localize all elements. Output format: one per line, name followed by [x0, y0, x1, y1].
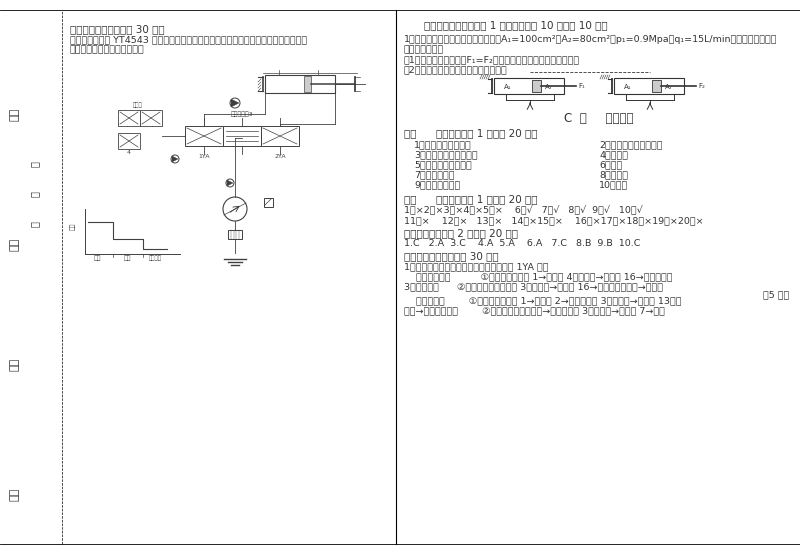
Text: 姓名: 姓名 [10, 107, 20, 121]
Text: A₁: A₁ [624, 84, 632, 90]
Bar [261, 126, 299, 146]
Text: 学号: 学号 [10, 237, 20, 250]
Text: 4: 4 [127, 150, 131, 155]
Text: 订: 订 [30, 191, 40, 197]
Text: 1．快速进给时，先按下启动按钮，电磁铁 1YA 通电: 1．快速进给时，先按下启动按钮，电磁铁 1YA 通电 [404, 262, 549, 271]
Text: 五、计算题（本大题共 1 小题，每小题 10 分，共 10 分）: 五、计算题（本大题共 1 小题，每小题 10 分，共 10 分） [424, 20, 608, 30]
Bar [223, 126, 261, 146]
Bar [303, 76, 310, 92]
Text: 8．定、变: 8．定、变 [599, 170, 628, 179]
Bar [265, 75, 335, 93]
Text: 3（左端）；      ②回油路：液控换向阀 3（右端）→节流阀 16→先导阀（左位）→油箱。: 3（左端）； ②回油路：液控换向阀 3（右端）→节流阀 16→先导阀（左位）→油… [404, 282, 663, 291]
Text: 6．差动: 6．差动 [599, 160, 622, 169]
Text: 1YA: 1YA [198, 154, 210, 159]
Text: 2．相对压力，绝对压力: 2．相对压力，绝对压力 [599, 140, 662, 149]
Text: A₂: A₂ [545, 84, 553, 90]
Text: 二、      判断题（每题 1 分，共 20 分）: 二、 判断题（每题 1 分，共 20 分） [404, 194, 538, 204]
Text: 1.C   2.A  3.C    4.A  5.A    6.A   7.C   8.B  9.B  10.C: 1.C 2.A 3.C 4.A 5.A 6.A 7.C 8.B 9.B 10.C [404, 239, 640, 248]
Text: A₁: A₁ [504, 84, 512, 90]
Text: 10．负载: 10．负载 [599, 180, 628, 189]
Text: 和泄漏，试求：: 和泄漏，试求： [404, 45, 444, 54]
Bar [614, 78, 684, 94]
Text: 4．定，变: 4．定，变 [599, 150, 628, 159]
Text: 9．节流调速回路: 9．节流调速回路 [414, 180, 460, 189]
Bar [494, 78, 564, 94]
Text: 1．内摩擦力，小，大: 1．内摩擦力，小，大 [414, 140, 472, 149]
Text: 7．调压、溢流: 7．调压、溢流 [414, 170, 454, 179]
Text: 一、      填空题（每空 1 分，共 20 分）: 一、 填空题（每空 1 分，共 20 分） [404, 128, 538, 138]
Bar [532, 80, 541, 92]
Polygon shape [172, 156, 178, 162]
Text: 速度: 速度 [70, 223, 76, 230]
Text: 先导阀: 先导阀 [133, 102, 143, 108]
Text: （5 分）: （5 分） [762, 290, 789, 299]
Text: 线: 线 [30, 221, 40, 227]
Bar [185, 126, 223, 146]
Text: 节中的进、回油路工作原理。: 节中的进、回油路工作原理。 [70, 45, 145, 54]
Text: 快进: 快进 [94, 255, 101, 261]
Text: 3．层流、素流、雷诺数: 3．层流、素流、雷诺数 [414, 150, 478, 159]
Text: 装: 装 [30, 161, 40, 167]
Text: 液控换向阀3: 液控换向阀3 [230, 111, 254, 117]
Bar [118, 110, 140, 126]
Text: 控制油路为：          ①进油路：变量泵 1→先导阀 4（左位）→单向阀 16→液控换向阀: 控制油路为： ①进油路：变量泵 1→先导阀 4（左位）→单向阀 16→液控换向阀 [404, 272, 673, 281]
Polygon shape [227, 180, 233, 186]
Text: C  卷     参考答案: C 卷 参考答案 [564, 112, 634, 125]
Text: 工进: 工进 [123, 255, 130, 261]
Text: 位）→液压缸左腔；        ②回油路：液压缸右腔→液控换向阀 3（左位）→单向阀 7→行程: 位）→液压缸左腔； ②回油路：液压缸右腔→液控换向阀 3（左位）→单向阀 7→行… [404, 306, 665, 315]
Text: 如图所示，分析 YT4543 型组合机床动力滑台快进、一工进、停留、原位停止等四个环: 如图所示，分析 YT4543 型组合机床动力滑台快进、一工进、停留、原位停止等四… [70, 35, 307, 44]
Text: 2YA: 2YA [274, 154, 286, 159]
Text: 主油路为：        ①进油路：变量泵 1→单向阀 2→液控换向阀 3（左位）→行程阀 13（右: 主油路为： ①进油路：变量泵 1→单向阀 2→液控换向阀 3（左位）→行程阀 1… [404, 296, 682, 305]
Text: 年级: 年级 [10, 488, 20, 501]
Text: 11．×    12．×   13．×   14．×15．×    16．×17．×18．×19．×20．×: 11．× 12．× 13．× 14．×15．× 16．×17．×18．×19．×… [404, 216, 704, 225]
Bar [228, 229, 242, 239]
Text: 5．斜盘、排量、流量: 5．斜盘、排量、流量 [414, 160, 472, 169]
Text: F₂: F₂ [698, 83, 705, 89]
Text: 四、分析题（本大题共 30 分）: 四、分析题（本大题共 30 分） [404, 251, 498, 261]
Polygon shape [231, 99, 239, 107]
Bar [140, 110, 162, 126]
Bar [652, 80, 661, 92]
Text: F₁: F₁ [578, 83, 585, 89]
Bar [118, 133, 140, 149]
Text: 三、选择题（每题 2 分，共 20 分）: 三、选择题（每题 2 分，共 20 分） [404, 228, 518, 238]
Text: 四、分析题（本大题共 30 分）: 四、分析题（本大题共 30 分） [70, 24, 165, 34]
Text: 原位停止: 原位停止 [149, 255, 162, 261]
Bar [263, 197, 273, 207]
Text: （2）此时，两缸运动的速度各为多少？: （2）此时，两缸运动的速度各为多少？ [404, 65, 508, 74]
Text: （1）当两缸负载相同（F₁=F₂）时，两缸能承受的负载是多少？: （1）当两缸负载相同（F₁=F₂）时，两缸能承受的负载是多少？ [404, 55, 580, 64]
Text: 1．下图为两结构尺寸相同的液压缸，A₁=100cm²，A₂=80cm²，p₁=0.9Mpa，q₁=15L/min，若不计摩擦损失: 1．下图为两结构尺寸相同的液压缸，A₁=100cm²，A₂=80cm²，p₁=0… [404, 35, 778, 44]
Text: A₂: A₂ [665, 84, 673, 90]
Text: 专业: 专业 [10, 357, 20, 371]
Text: 1．×2．×3．×4．×5．×    6．√   7．√   8．√  9．√   10．√: 1．×2．×3．×4．×5．× 6．√ 7．√ 8．√ 9．√ 10．√ [404, 206, 642, 216]
